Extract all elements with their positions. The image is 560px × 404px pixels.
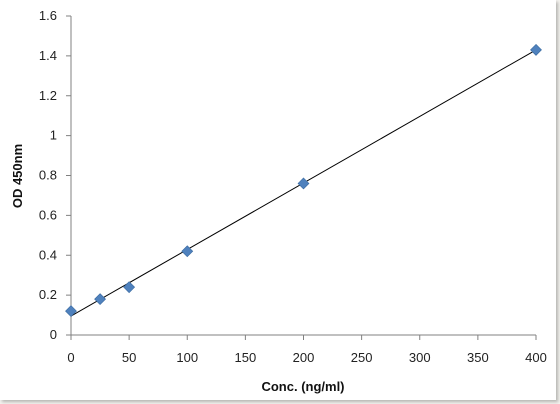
- x-tick-label: 300: [409, 350, 431, 365]
- x-tick-label: 100: [176, 350, 198, 365]
- x-tick-label: 250: [351, 350, 373, 365]
- y-tick-label: 1.2: [39, 88, 57, 103]
- data-point: [530, 43, 542, 56]
- data-points: [65, 43, 542, 317]
- y-tick-label: 1.6: [39, 8, 57, 23]
- x-tick-label: 150: [235, 350, 257, 365]
- tick-labels: 0 0.2 0.4 0.6 0.8 1 1.2 1.4 1.6 0 50 100 150 200 250 30…: [39, 8, 547, 365]
- x-tick-label: 200: [293, 350, 315, 365]
- x-tick-label: 350: [467, 350, 489, 365]
- axes: [66, 15, 537, 340]
- y-tick-label: 0.2: [39, 287, 57, 302]
- x-tick-label: 50: [122, 350, 136, 365]
- y-tick-label: 1.4: [39, 48, 57, 63]
- y-tick-label: 0.8: [39, 168, 57, 183]
- y-tick-label: 0.4: [39, 247, 57, 262]
- data-point: [65, 305, 77, 317]
- data-point: [94, 293, 106, 306]
- x-tick-label: 0: [67, 350, 74, 365]
- data-point: [181, 245, 194, 258]
- data-point: [123, 281, 136, 294]
- x-axis-title: Conc. (ng/ml): [261, 379, 344, 394]
- y-axis-title: OD 450nm: [10, 144, 25, 208]
- y-tick-label: 1: [50, 128, 57, 143]
- y-tick-label: 0: [50, 327, 57, 342]
- data-point: [297, 177, 310, 190]
- x-tick-label: 400: [525, 350, 547, 365]
- y-tick-label: 0.6: [39, 207, 57, 222]
